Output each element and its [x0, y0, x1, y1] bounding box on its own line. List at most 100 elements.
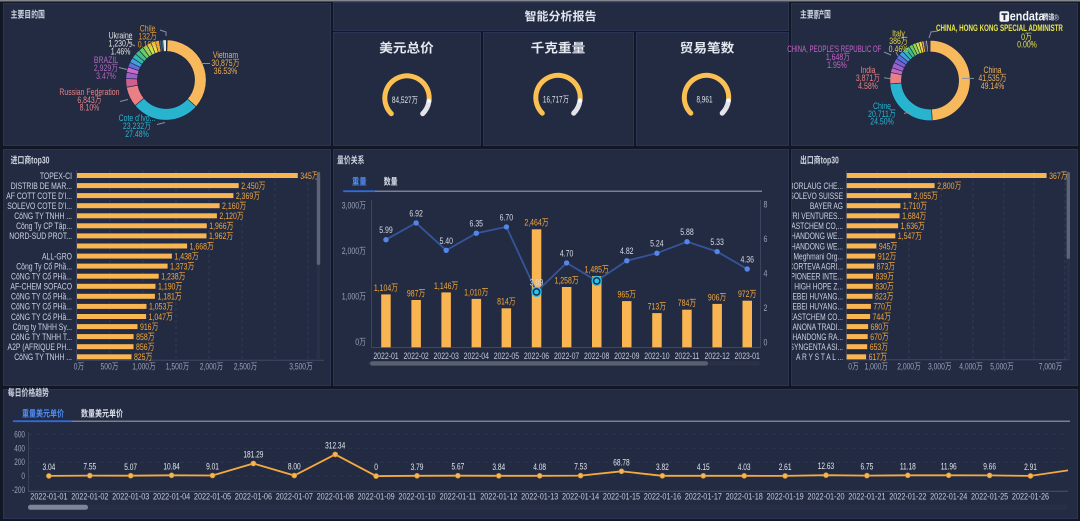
- svg-text:2022-01-10: 2022-01-10: [398, 492, 435, 502]
- svg-text:825: 825: [134, 352, 146, 363]
- svg-text:1,238: 1,238: [161, 272, 178, 283]
- svg-text:6: 6: [764, 234, 768, 245]
- svg-text:2022-01-21: 2022-01-21: [848, 492, 885, 502]
- svg-text:27.48%: 27.48%: [125, 129, 149, 140]
- svg-text:BRAZIL: BRAZIL: [94, 55, 118, 66]
- svg-text:2022-03: 2022-03: [434, 351, 459, 361]
- svg-text:12.63: 12.63: [818, 461, 834, 471]
- svg-text:653: 653: [870, 342, 882, 353]
- svg-text:1,104: 1,104: [374, 283, 391, 294]
- svg-text:1,053: 1,053: [149, 302, 166, 313]
- svg-text:AFRI VENTURES...: AFRI VENTURES...: [784, 211, 843, 222]
- svg-text:5.67: 5.67: [452, 462, 465, 472]
- svg-text:DISTRIB DE MAR...: DISTRIB DE MAR...: [11, 181, 72, 192]
- svg-text:2022-01-20: 2022-01-20: [807, 492, 844, 502]
- svg-text:23,232: 23,232: [123, 121, 144, 132]
- svg-text:2022-01-13: 2022-01-13: [521, 492, 558, 502]
- svg-text:2,800: 2,800: [937, 181, 954, 192]
- svg-text:814: 814: [497, 297, 509, 308]
- svg-text:6,843: 6,843: [77, 95, 94, 106]
- svg-text:0: 0: [74, 362, 78, 372]
- svg-text:345: 345: [300, 171, 312, 182]
- svg-text:2.61: 2.61: [779, 462, 792, 472]
- svg-text:0.16%: 0.16%: [138, 39, 158, 50]
- svg-text:2022-04: 2022-04: [464, 351, 489, 361]
- svg-text:2,369: 2,369: [236, 191, 253, 202]
- svg-text:Vietnam: Vietnam: [213, 50, 238, 61]
- svg-text:6.92: 6.92: [409, 208, 423, 219]
- svg-text:36.53%: 36.53%: [214, 66, 238, 77]
- svg-text:4.08: 4.08: [533, 462, 546, 472]
- svg-text:6.75: 6.75: [861, 462, 874, 472]
- svg-text:0: 0: [21, 471, 25, 481]
- svg-text:9.66: 9.66: [983, 461, 996, 471]
- svg-text:3,000: 3,000: [342, 201, 359, 212]
- svg-text:CôNG TY Cổ PHầ...: CôNG TY Cổ PHầ...: [11, 292, 72, 303]
- svg-text:600: 600: [14, 429, 25, 439]
- svg-text:784: 784: [678, 298, 690, 309]
- svg-text:945: 945: [879, 241, 891, 252]
- svg-text:India: India: [860, 65, 876, 76]
- svg-text:987: 987: [407, 288, 419, 299]
- svg-text:2,000: 2,000: [200, 362, 217, 372]
- svg-text:Meghmani Org...: Meghmani Org...: [793, 251, 843, 262]
- svg-text:912: 912: [878, 251, 890, 262]
- svg-text:0.46%: 0.46%: [889, 44, 909, 55]
- svg-text:ANONA TRADI...: ANONA TRADI...: [793, 322, 844, 333]
- svg-text:5.99: 5.99: [379, 225, 393, 236]
- svg-text:2022-02: 2022-02: [403, 351, 428, 361]
- svg-text:2022-01-24: 2022-01-24: [930, 492, 967, 502]
- svg-text:4,000: 4,000: [959, 362, 976, 372]
- svg-text:2022-01-18: 2022-01-18: [726, 492, 763, 502]
- svg-text:1,636: 1,636: [901, 221, 918, 232]
- svg-text:CôNG TY TNHH T...: CôNG TY TNHH T...: [11, 332, 72, 343]
- svg-text:713: 713: [648, 302, 660, 313]
- svg-text:3,871: 3,871: [856, 73, 873, 84]
- svg-text:8.10%: 8.10%: [80, 103, 100, 114]
- svg-text:386: 386: [889, 36, 901, 47]
- svg-text:7.55: 7.55: [83, 462, 96, 472]
- svg-text:2022-01-01: 2022-01-01: [30, 492, 67, 502]
- svg-text:SOLEVO SUISSE: SOLEVO SUISSE: [789, 191, 843, 202]
- svg-text:1.95%: 1.95%: [827, 60, 847, 71]
- svg-text:Cote d'Ivo...: Cote d'Ivo...: [119, 113, 156, 124]
- svg-text:132: 132: [138, 31, 150, 42]
- svg-text:2022-01-15: 2022-01-15: [603, 492, 640, 502]
- svg-text:1,648: 1,648: [826, 52, 843, 63]
- svg-text:-200: -200: [12, 485, 25, 495]
- svg-text:2022-06: 2022-06: [524, 351, 549, 361]
- svg-text:8,961: 8,961: [696, 95, 712, 105]
- svg-text:11.96: 11.96: [941, 461, 957, 471]
- svg-text:0: 0: [848, 362, 852, 372]
- svg-text:0: 0: [374, 462, 378, 472]
- svg-text:Công ty TNHH Sy...: Công ty TNHH Sy...: [13, 322, 72, 333]
- svg-text:CHINA, HONG KONG SPECIAL ADMIN: CHINA, HONG KONG SPECIAL ADMINISTR: [936, 23, 1063, 34]
- svg-text:2022-01-11: 2022-01-11: [440, 492, 477, 502]
- svg-text:16,717: 16,717: [543, 95, 563, 105]
- svg-text:3.84: 3.84: [492, 462, 505, 472]
- svg-text:2022-01-26: 2022-01-26: [1012, 492, 1049, 502]
- svg-text:823: 823: [875, 292, 887, 303]
- svg-text:1,373: 1,373: [170, 261, 187, 272]
- svg-text:2022-07: 2022-07: [554, 351, 579, 361]
- svg-text:Chile: Chile: [140, 24, 156, 35]
- svg-text:1,181: 1,181: [157, 292, 174, 303]
- svg-text:6.35: 6.35: [470, 219, 484, 230]
- svg-text:2,160: 2,160: [222, 201, 239, 212]
- svg-text:4.82: 4.82: [620, 246, 634, 257]
- svg-text:®: ®: [1054, 12, 1060, 22]
- svg-text:CôNG TY TNHH ...: CôNG TY TNHH ...: [14, 211, 72, 222]
- svg-text:873: 873: [877, 261, 889, 272]
- svg-text:1,485: 1,485: [585, 265, 602, 276]
- svg-text:SOLEVO COTE D'I...: SOLEVO COTE D'I...: [7, 201, 72, 212]
- svg-text:top30: top30: [821, 156, 840, 167]
- svg-text:5,000: 5,000: [990, 362, 1007, 372]
- svg-text:2022-01: 2022-01: [373, 351, 398, 361]
- svg-text:2023-01: 2023-01: [735, 351, 760, 361]
- svg-text:Công Ty CP Tập...: Công Ty CP Tập...: [16, 221, 72, 232]
- svg-text:9.01: 9.01: [206, 461, 219, 471]
- svg-text:972: 972: [738, 289, 750, 300]
- svg-text:5.88: 5.88: [680, 227, 694, 238]
- svg-text:1,962: 1,962: [209, 231, 226, 242]
- svg-text:7.53: 7.53: [574, 462, 587, 472]
